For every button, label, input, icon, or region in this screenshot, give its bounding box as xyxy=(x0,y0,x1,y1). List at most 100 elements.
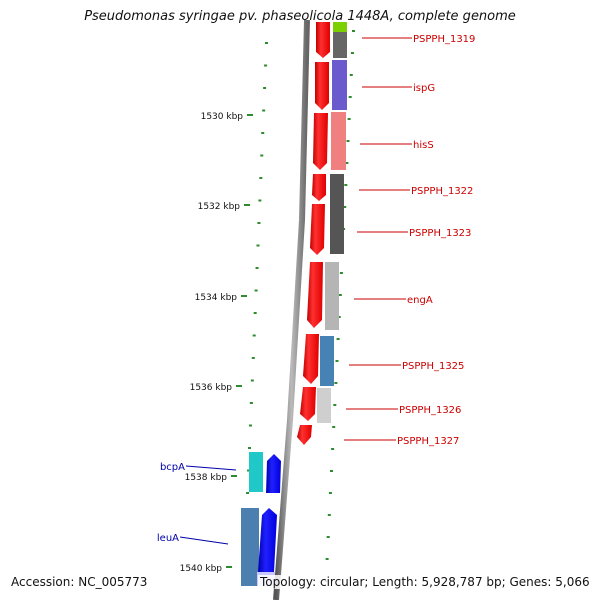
gene-arrow[interactable] xyxy=(313,113,328,170)
gene-label[interactable]: ispG xyxy=(413,83,435,94)
gene-blocks xyxy=(317,32,347,423)
gene-arrow[interactable] xyxy=(303,334,319,384)
gene-block[interactable] xyxy=(317,388,331,423)
gene-arrow[interactable] xyxy=(297,425,312,445)
gene-block[interactable] xyxy=(330,174,344,254)
track-dot xyxy=(343,206,347,208)
scale-label: 1534 kbp xyxy=(195,293,238,303)
gene-label[interactable]: PSPPH_1327 xyxy=(397,436,459,447)
scale-tick xyxy=(244,204,250,206)
track-dot xyxy=(346,140,350,142)
track-dot xyxy=(332,426,336,428)
gene-arrow[interactable] xyxy=(315,62,329,110)
track-dot xyxy=(247,447,251,449)
reverse-strand-genes xyxy=(241,452,281,586)
gene-label[interactable]: PSPPH_1322 xyxy=(411,186,473,197)
gene-block[interactable] xyxy=(332,60,347,110)
track-dot xyxy=(334,382,338,384)
track-dot xyxy=(255,267,259,269)
track-dot xyxy=(259,177,263,179)
track-dot xyxy=(251,357,255,359)
gene-labels-right: PSPPH_1319 ispG hisS PSPPH_1322 PSPPH_1323en… xyxy=(344,34,475,447)
scale-label: 1532 kbp xyxy=(198,202,241,212)
gene-block[interactable] xyxy=(325,262,339,330)
gene-block[interactable] xyxy=(331,112,346,170)
track-dot xyxy=(254,289,258,292)
label-leader xyxy=(185,465,237,471)
track-dot xyxy=(264,64,268,67)
track-dot xyxy=(331,448,335,450)
track-dot xyxy=(256,244,260,247)
gene-label[interactable]: PSPPH_1326 xyxy=(399,405,461,416)
track-dot xyxy=(246,492,250,494)
scale-tick-track xyxy=(242,42,268,584)
track-dot xyxy=(261,132,265,134)
track-dot xyxy=(325,558,329,560)
scale-tick xyxy=(236,385,242,387)
gene-label[interactable]: hisS xyxy=(413,140,434,151)
accession-label: Accession: NC_005773 xyxy=(9,575,150,589)
track-dot xyxy=(326,536,330,538)
gene-block[interactable] xyxy=(333,32,347,58)
track-dot xyxy=(347,118,351,120)
genome-backbone xyxy=(273,19,310,600)
gene-label[interactable]: bcpA xyxy=(160,462,185,473)
track-dot xyxy=(339,272,343,274)
gene-arrow-leuA[interactable] xyxy=(258,508,277,572)
track-dot xyxy=(338,294,342,296)
track-dot xyxy=(257,222,261,224)
track-dot xyxy=(333,404,337,406)
track-dot xyxy=(348,96,352,98)
gene-label[interactable]: PSPPH_1323 xyxy=(409,228,471,239)
gene-label[interactable]: leuA xyxy=(157,533,179,544)
gene-block-leuA[interactable] xyxy=(241,508,259,586)
gene-arrow-bcpA[interactable] xyxy=(266,454,281,493)
track-dot xyxy=(249,402,253,404)
gene-arrow[interactable] xyxy=(310,204,325,255)
track-dot xyxy=(253,312,257,314)
gene-arrow[interactable] xyxy=(312,174,326,201)
gene-label[interactable]: PSPPH_1325 xyxy=(402,361,464,372)
scale-label: 1536 kbp xyxy=(190,383,233,393)
track-dot xyxy=(327,514,331,516)
gene-label[interactable]: engA xyxy=(407,295,433,306)
track-dot xyxy=(262,109,266,112)
track-dot xyxy=(344,184,348,186)
track-dot xyxy=(248,424,252,427)
scale-tick xyxy=(226,566,232,568)
track-dot xyxy=(330,470,333,472)
track-dot xyxy=(336,338,340,340)
scale-tick xyxy=(231,475,237,477)
track-dot xyxy=(350,52,354,54)
gene-arrow[interactable] xyxy=(316,22,330,58)
track-dot xyxy=(265,42,268,44)
track-dot xyxy=(250,379,254,382)
track-dot xyxy=(260,154,264,157)
track-dot xyxy=(345,162,349,164)
scale-tick xyxy=(241,295,247,297)
label-leader xyxy=(179,536,229,545)
track-dot xyxy=(337,316,341,318)
scale-labels: 1530 kbp 1532 kbp 1534 kbp 1536 kbp 1538 kbp… xyxy=(180,112,253,574)
track-dot xyxy=(263,87,267,89)
scale-label: 1540 kbp xyxy=(180,564,223,574)
scale-label: 1538 kbp xyxy=(185,473,228,483)
gene-label[interactable]: PSPPH_1319 xyxy=(413,34,475,45)
track-dot xyxy=(258,199,262,202)
scale-label: 1530 kbp xyxy=(201,112,244,122)
gene-block[interactable] xyxy=(320,336,334,386)
track-dot xyxy=(252,334,256,337)
gene-arrow[interactable] xyxy=(300,387,316,421)
track-dot xyxy=(352,30,355,32)
track-dot xyxy=(335,360,339,362)
scale-tick xyxy=(247,114,253,116)
gene-arrow[interactable] xyxy=(307,262,323,328)
gene-block-bcpA[interactable] xyxy=(249,452,263,492)
genome-title: Pseudomonas syringae pv. phaseolicola 14… xyxy=(84,9,516,24)
track-dot xyxy=(328,492,332,494)
forward-strand-genes xyxy=(297,22,330,445)
top-feature-segment xyxy=(333,22,347,32)
track-dot xyxy=(349,74,353,76)
